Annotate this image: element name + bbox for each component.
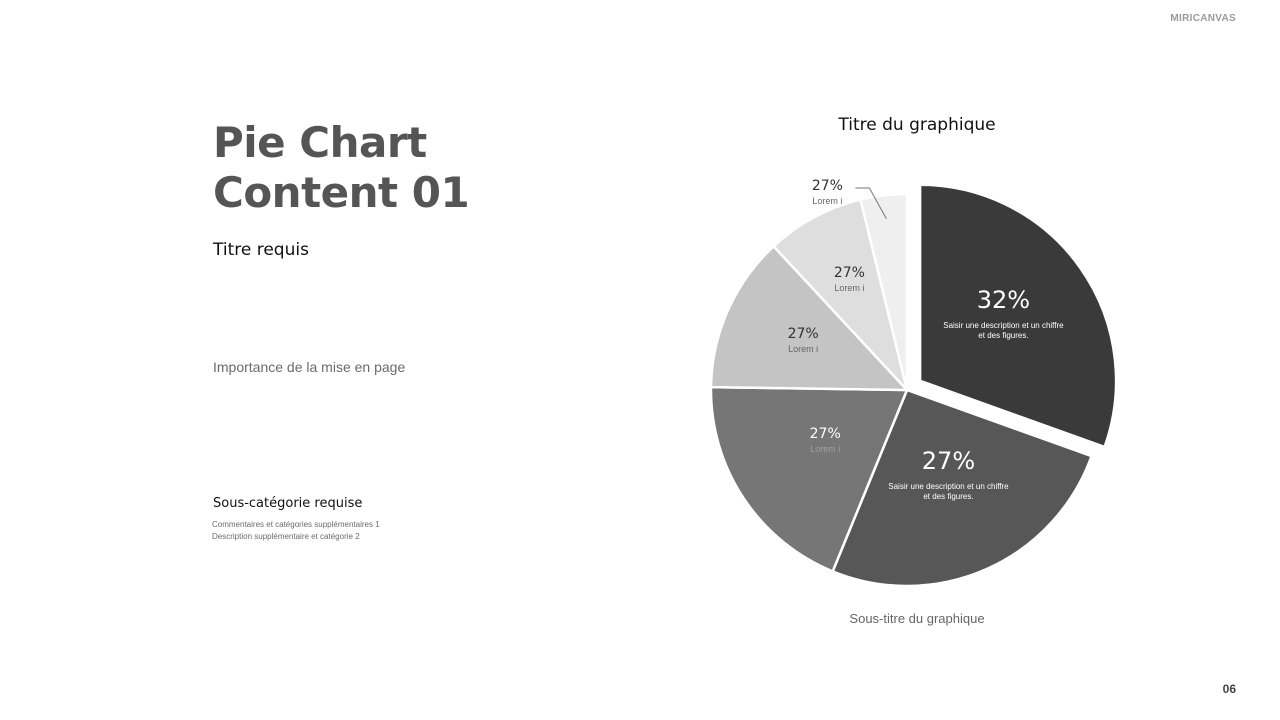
slice-percent-label-5: 27%: [834, 265, 865, 281]
slice-description-1-2: et des figures.: [978, 331, 1028, 340]
chart-subtitle: Sous-titre du graphique: [849, 611, 985, 626]
slice-description-4-1: Lorem i: [788, 344, 818, 354]
slice-percent-label-6: 27%: [812, 178, 843, 194]
pie-slice-4: [709, 245, 909, 392]
subcategory-title: Sous-catégorie requise: [213, 496, 363, 511]
subcategory-line-1: Commentaires et catégories supplémentair…: [212, 520, 380, 529]
page-title: Pie Chart Content 01: [213, 118, 470, 218]
layout-importance-text: Importance de la mise en page: [213, 359, 406, 375]
pie-chart: 32%Saisir une description et un chiffree…: [709, 178, 1118, 588]
page-number: 06: [1222, 682, 1236, 696]
required-title: Titre requis: [213, 240, 309, 260]
slice-description-5-1: Lorem i: [834, 283, 864, 293]
pie-slice-1: [918, 183, 1118, 449]
slice-description-3-1: Lorem i: [810, 444, 840, 454]
pie-slices: [709, 183, 1118, 588]
slice-description-2-1: Saisir une description et un chiffre: [888, 482, 1009, 491]
slice-description-6-1: Lorem i: [812, 196, 842, 206]
slice-description-2-2: et des figures.: [923, 492, 973, 501]
slice-percent-label-3: 27%: [810, 426, 841, 442]
pie-slice-3: [709, 385, 909, 573]
slice-description-1-1: Saisir une description et un chiffre: [943, 321, 1064, 330]
callout-line-6: [855, 187, 887, 219]
brand-logo-text: MIRICANVAS: [1170, 13, 1236, 24]
subcategory-line-2: Description supplémentaire et catégorie …: [212, 532, 360, 541]
pie-slice-2: [831, 388, 1093, 588]
page-title-line-2: Content 01: [213, 168, 470, 217]
slice-percent-label-1: 32%: [977, 286, 1030, 314]
pie-slice-6: [859, 192, 909, 392]
page-title-line-1: Pie Chart: [213, 118, 427, 167]
slice-percent-label-2: 27%: [922, 447, 975, 475]
pie-slice-5: [772, 198, 909, 392]
slice-percent-label-4: 27%: [788, 326, 819, 342]
pie-labels: 32%Saisir une description et un chiffree…: [788, 178, 1065, 501]
chart-title: Titre du graphique: [838, 115, 996, 135]
